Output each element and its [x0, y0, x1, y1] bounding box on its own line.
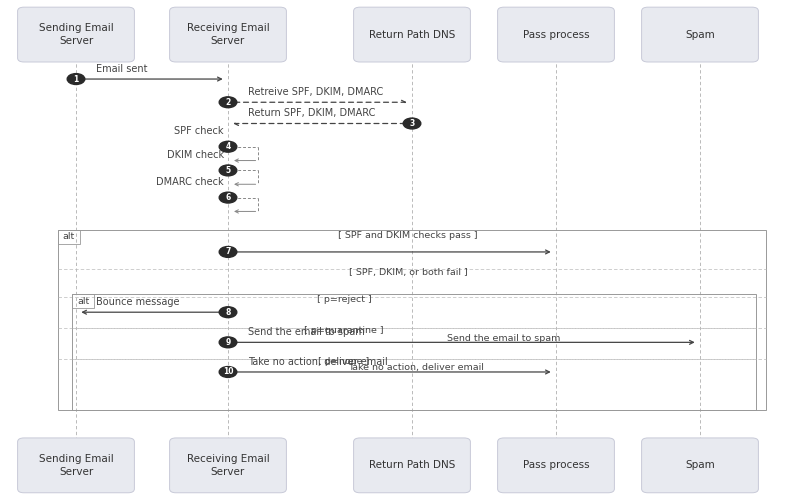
FancyBboxPatch shape	[170, 438, 286, 493]
Circle shape	[219, 337, 237, 348]
Text: 2: 2	[226, 98, 230, 107]
Text: Spam: Spam	[685, 460, 715, 470]
Text: alt: alt	[62, 232, 75, 241]
Circle shape	[219, 141, 237, 152]
Text: Send the email to spam: Send the email to spam	[248, 327, 365, 337]
FancyBboxPatch shape	[642, 438, 758, 493]
Bar	[58, 230, 766, 410]
Circle shape	[219, 367, 237, 377]
Text: 10: 10	[222, 368, 234, 376]
Circle shape	[219, 307, 237, 318]
Text: Return Path DNS: Return Path DNS	[369, 460, 455, 470]
Text: [ p=none ]: [ p=none ]	[318, 357, 370, 366]
Circle shape	[403, 118, 421, 129]
FancyBboxPatch shape	[18, 7, 134, 62]
Circle shape	[219, 192, 237, 203]
Text: 3: 3	[410, 119, 414, 128]
Text: 6: 6	[226, 193, 230, 202]
Text: 4: 4	[226, 142, 230, 151]
Bar	[72, 294, 756, 410]
FancyBboxPatch shape	[354, 7, 470, 62]
Text: Receiving Email
Server: Receiving Email Server	[186, 23, 270, 46]
Circle shape	[219, 97, 237, 108]
Text: Return SPF, DKIM, DMARC: Return SPF, DKIM, DMARC	[248, 108, 375, 118]
Text: DMARC check: DMARC check	[156, 177, 224, 187]
Text: 8: 8	[226, 308, 230, 317]
Text: Send the email to spam: Send the email to spam	[447, 334, 561, 343]
Circle shape	[219, 247, 237, 257]
Bar	[58, 230, 80, 244]
FancyBboxPatch shape	[354, 438, 470, 493]
Text: Take no action, deliver email: Take no action, deliver email	[348, 363, 484, 372]
Text: DKIM check: DKIM check	[167, 150, 224, 160]
Text: 5: 5	[226, 166, 230, 175]
Bar	[72, 294, 94, 308]
Text: Return Path DNS: Return Path DNS	[369, 30, 455, 40]
FancyBboxPatch shape	[498, 438, 614, 493]
Text: Take no action, deliver email: Take no action, deliver email	[248, 357, 388, 367]
Text: 1: 1	[74, 75, 78, 83]
Text: Sending Email
Server: Sending Email Server	[38, 23, 114, 46]
Text: [ SPF and DKIM checks pass ]: [ SPF and DKIM checks pass ]	[338, 231, 478, 240]
FancyBboxPatch shape	[170, 7, 286, 62]
Text: [ p=reject ]: [ p=reject ]	[317, 295, 371, 304]
Text: SPF check: SPF check	[174, 126, 224, 136]
FancyBboxPatch shape	[642, 7, 758, 62]
Circle shape	[219, 165, 237, 176]
Text: [ p=quarantine ]: [ p=quarantine ]	[304, 327, 384, 335]
Text: Spam: Spam	[685, 30, 715, 40]
Text: Sending Email
Server: Sending Email Server	[38, 454, 114, 477]
Circle shape	[67, 74, 85, 84]
Text: Pass process: Pass process	[522, 30, 590, 40]
FancyBboxPatch shape	[18, 438, 134, 493]
Text: alt: alt	[77, 297, 90, 306]
FancyBboxPatch shape	[498, 7, 614, 62]
Text: Bounce message: Bounce message	[96, 297, 179, 307]
Text: 7: 7	[226, 247, 230, 256]
Text: Pass process: Pass process	[522, 460, 590, 470]
Text: [ SPF, DKIM, or both fail ]: [ SPF, DKIM, or both fail ]	[349, 268, 467, 277]
Text: Retreive SPF, DKIM, DMARC: Retreive SPF, DKIM, DMARC	[248, 87, 383, 97]
Text: 9: 9	[226, 338, 230, 347]
Text: Receiving Email
Server: Receiving Email Server	[186, 454, 270, 477]
Text: Email sent: Email sent	[96, 64, 147, 74]
